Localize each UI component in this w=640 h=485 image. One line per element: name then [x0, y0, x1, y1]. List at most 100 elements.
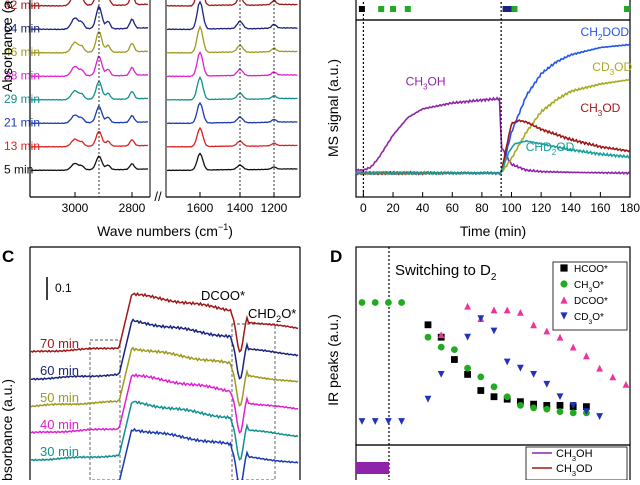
- panel-c-curve-2: [30, 346, 299, 408]
- panel-d-point-2: [503, 306, 511, 314]
- panel-d-point-2: [437, 331, 445, 339]
- panel-d-point-1: [385, 299, 392, 306]
- panel-a-curve-left-4: [30, 81, 149, 101]
- panel-b-top-frame: [355, 0, 631, 21]
- panel-d-point-3: [385, 418, 392, 425]
- panel-a-series-label: 29 min: [4, 92, 40, 106]
- panel-d-point-0: [490, 393, 498, 401]
- panel-d-annotation: Switching to D2: [395, 262, 497, 283]
- panel-d-label: D: [330, 247, 342, 266]
- panel-c-annotation-dcoo: DCOO*: [201, 288, 245, 303]
- panel-d-point-2: [609, 373, 617, 381]
- panel-d-point-3: [437, 371, 445, 378]
- panel-c-series-label: 70 min: [40, 336, 79, 351]
- panel-a-series-label: 21 min: [4, 116, 40, 130]
- panel-c-scalebar-label: 0.1: [55, 281, 72, 295]
- panel-d-point-1: [490, 383, 498, 391]
- panel-b-xtick-label: 180: [620, 201, 640, 215]
- panel-b-top-marker: [390, 6, 397, 12]
- panel-d-point-1: [371, 299, 379, 306]
- panel-a-curve-left-7: [30, 155, 149, 172]
- panel-d-point-0: [583, 403, 590, 411]
- panel-d-point-3: [569, 402, 577, 409]
- panel-d-lower-legend-box: [525, 446, 628, 481]
- panel-b-xtick-label: 60: [446, 201, 460, 215]
- panel-b-xtick-label: 20: [386, 201, 400, 215]
- panel-b-series-label: CHD2OD: [526, 140, 575, 157]
- panel-a-curve-left-6: [30, 130, 149, 148]
- panel-d-point-2: [490, 306, 498, 314]
- panel-b-top-marker: [404, 6, 411, 12]
- panel-c-series-label: 60 min: [40, 363, 79, 378]
- panel-b-top-marker: [358, 6, 365, 12]
- panel-b-xtick-label: 0: [360, 201, 367, 215]
- panel-d-lower-legend-label: CH3OD: [556, 463, 593, 478]
- panel-a-xtick-label: 1200: [261, 201, 288, 215]
- panel-c-series-label: 50 min: [40, 390, 79, 405]
- panel-a-curve-left-3: [30, 55, 149, 78]
- panel-d-point-1: [503, 393, 511, 401]
- panel-d-point-3: [530, 371, 537, 378]
- panel-d-point-0: [464, 371, 471, 378]
- panel-d-point-0: [543, 402, 551, 409]
- panel-d-point-2: [622, 380, 630, 388]
- panel-d-point-1: [451, 346, 458, 353]
- panel-a-curve-left-5: [30, 105, 149, 125]
- panel-b-main-frame: [355, 19, 631, 198]
- panel-b-xtick-label: 40: [416, 201, 430, 215]
- panel-b-series-line-0: [355, 96, 631, 176]
- panel-d-point-1: [477, 373, 485, 381]
- panel-d-point-2: [530, 321, 537, 329]
- panel-d-point-1: [424, 333, 432, 341]
- panel-a-xtick-label: 1600: [187, 201, 214, 215]
- panel-d-point-1: [358, 299, 366, 306]
- panel-a-curve-right-7: [166, 152, 298, 172]
- panel-d-point-3: [424, 395, 432, 403]
- panel-d-point-1: [517, 402, 524, 409]
- panel-d-point-2: [583, 352, 590, 360]
- panel-c-region-box-left: [89, 339, 121, 481]
- panel-d-point-3: [398, 418, 405, 425]
- panel-d-point-0: [451, 356, 458, 363]
- panel-b-xtick-label: 140: [561, 201, 581, 215]
- panel-d-point-2: [569, 343, 577, 351]
- panel-d-point-1: [398, 299, 405, 306]
- panel-d-point-0: [424, 321, 432, 329]
- panel-d-point-1: [556, 408, 564, 415]
- panel-d-point-2: [517, 309, 524, 316]
- panel-c-ylabel: bsorbance (a.u.): [0, 379, 15, 480]
- panel-d-point-1: [569, 409, 577, 417]
- panel-b-top-marker: [378, 6, 385, 12]
- panel-a-curve-left-1: [30, 5, 149, 31]
- panel-a-curve-right-5: [166, 101, 298, 125]
- panel-b-series-label: CH3OH: [406, 74, 446, 91]
- panel-c-annotation-chd2o: CHD2O*: [248, 306, 296, 324]
- panel-d-point-3: [358, 418, 366, 425]
- panel-b-top-marker: [507, 6, 514, 12]
- panel-d-point-0: [556, 402, 564, 409]
- panel-d-ylabel: IR peaks (a.u.): [325, 314, 341, 406]
- panel-b-series-label: CH2DOD: [581, 25, 630, 42]
- panel-d-legend-marker: [560, 296, 568, 304]
- panel-a-curve-left-2: [30, 31, 149, 54]
- panel-a-series-label: 5 min: [4, 163, 33, 177]
- panel-b-xtick-label: 80: [475, 201, 489, 215]
- panel-d-lower-legend-label: CH3OH: [556, 448, 593, 463]
- panel-d: D Switching to D2 HCOO* CH3O* DCOO* CD3O* C…: [325, 246, 631, 485]
- panel-d-point-2: [464, 302, 471, 310]
- panel-b-series-label: CH3OD: [580, 101, 620, 118]
- panel-b: 0 20 40 60 80 100 120 140 160 180 CH3OH CH2DOD CD3O…: [325, 0, 640, 239]
- panel-a-axis-break: //: [154, 189, 162, 204]
- panel-d-legend-label: CD3O*: [574, 312, 604, 326]
- panel-d-legend-marker: [560, 280, 568, 288]
- panel-b-series-line-2: [355, 78, 631, 176]
- panel-d-point-2: [543, 327, 551, 335]
- panel-c-curve-4: [30, 400, 299, 462]
- panel-b-top-marker: [624, 6, 631, 12]
- panel-a-curve-left-0: [30, 0, 149, 7]
- panel-c: C 0.1 DCOO* CHD2O* 70 min 60 min 50 min 40 …: [0, 246, 301, 485]
- panel-a-xtick-label: 1400: [227, 201, 254, 215]
- panel-d-point-0: [477, 387, 485, 394]
- panel-a-series-label: 54 min: [4, 22, 40, 36]
- panel-a-curve-right-2: [166, 25, 298, 54]
